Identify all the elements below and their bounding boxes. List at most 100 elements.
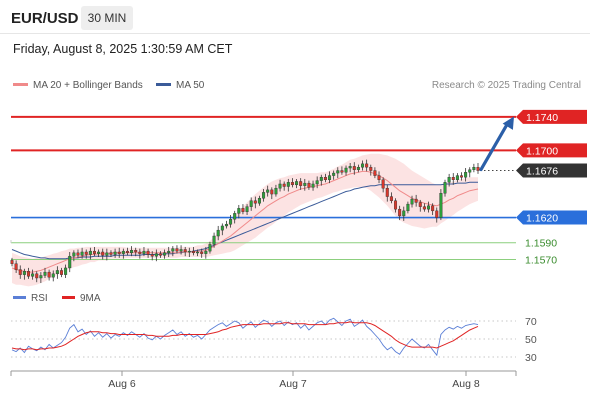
candle	[476, 162, 480, 174]
candle-body	[35, 273, 39, 279]
candle-body	[97, 251, 101, 254]
candle-body	[328, 175, 332, 180]
candle-body	[191, 250, 195, 254]
candle	[175, 245, 179, 254]
candle-body	[398, 208, 402, 217]
candle-body	[394, 200, 398, 210]
candle-body	[68, 255, 72, 269]
ma50-swatch	[156, 82, 171, 86]
candle-body	[163, 252, 167, 256]
candle	[237, 204, 241, 219]
candle	[439, 189, 443, 221]
candle	[134, 247, 138, 257]
candle-body	[431, 205, 435, 212]
candle-body	[369, 166, 373, 171]
candle	[262, 189, 266, 202]
candle-body	[381, 179, 385, 189]
candle	[220, 223, 224, 236]
candle-body	[439, 193, 443, 218]
candle	[39, 272, 43, 284]
rsi-ma9-line	[11, 321, 479, 351]
candle-body	[59, 270, 63, 275]
candle	[398, 205, 402, 221]
candle	[18, 265, 22, 279]
candle	[344, 165, 348, 176]
candle	[381, 177, 385, 193]
candle-body	[455, 175, 459, 180]
candle	[92, 246, 96, 257]
candle-body	[303, 182, 307, 186]
candle	[158, 251, 162, 258]
candle	[51, 270, 55, 282]
candle-body	[274, 187, 278, 195]
candle	[88, 247, 92, 260]
symbol-label: EUR/USD	[11, 10, 79, 27]
candle-body	[183, 249, 187, 253]
candle-body	[167, 250, 171, 254]
candle	[167, 246, 171, 258]
candle-body	[389, 196, 393, 201]
candle-body	[435, 210, 439, 218]
candle	[80, 247, 84, 259]
candle-body	[402, 210, 406, 217]
candle	[373, 167, 377, 179]
candle	[154, 249, 158, 262]
candle-body	[410, 198, 414, 205]
candle-body	[414, 198, 418, 203]
level-tag-1.1740	[516, 109, 587, 124]
candle	[447, 173, 451, 187]
candle	[179, 245, 183, 255]
x-tick-label: Aug 6	[108, 378, 136, 390]
candle-body	[365, 163, 369, 168]
candle	[352, 162, 356, 175]
candle-body	[307, 182, 311, 188]
candle-body	[171, 248, 175, 252]
rsi-swatch	[13, 295, 26, 299]
candle	[377, 171, 381, 184]
candle-body	[377, 175, 381, 180]
candle	[229, 215, 233, 228]
candle-body	[216, 229, 220, 237]
candle-body	[142, 250, 146, 254]
candle	[311, 180, 315, 191]
candle	[183, 246, 187, 257]
level-tag-1.1700	[516, 143, 587, 158]
candle	[348, 162, 352, 173]
candle-body	[464, 172, 468, 178]
level-label-1.1740: 1.1740	[526, 112, 558, 124]
candle-body	[361, 163, 365, 168]
candle-body	[130, 250, 134, 254]
candle-body	[323, 177, 327, 180]
candle-body	[286, 182, 290, 187]
candle	[278, 179, 282, 192]
candle	[315, 176, 319, 189]
candle	[389, 192, 393, 204]
rsi-line	[11, 317, 479, 357]
research-credit: Research © 2025 Trading Central	[431, 80, 581, 91]
candle	[233, 210, 237, 224]
candle-body	[43, 271, 47, 276]
candle-body	[472, 166, 476, 170]
candle	[47, 269, 51, 281]
timeframe-button[interactable]: 30 MIN	[81, 6, 133, 30]
candle-body	[290, 182, 294, 186]
candle	[266, 185, 270, 197]
candle-body	[237, 208, 241, 214]
candle	[460, 172, 464, 181]
candle-body	[55, 270, 59, 275]
candle	[406, 201, 410, 214]
candle-body	[332, 172, 336, 176]
candle-body	[18, 269, 22, 275]
candle-body	[134, 250, 138, 253]
candle	[303, 178, 307, 191]
candle-body	[208, 244, 212, 252]
candle-body	[31, 273, 35, 277]
candle-body	[340, 170, 344, 173]
candle-body	[175, 248, 179, 252]
candle	[204, 246, 208, 259]
candle-body	[196, 251, 200, 254]
candle	[455, 173, 459, 183]
candle-body	[245, 206, 249, 212]
top-bar: EUR/USD 30 MIN	[0, 0, 590, 34]
